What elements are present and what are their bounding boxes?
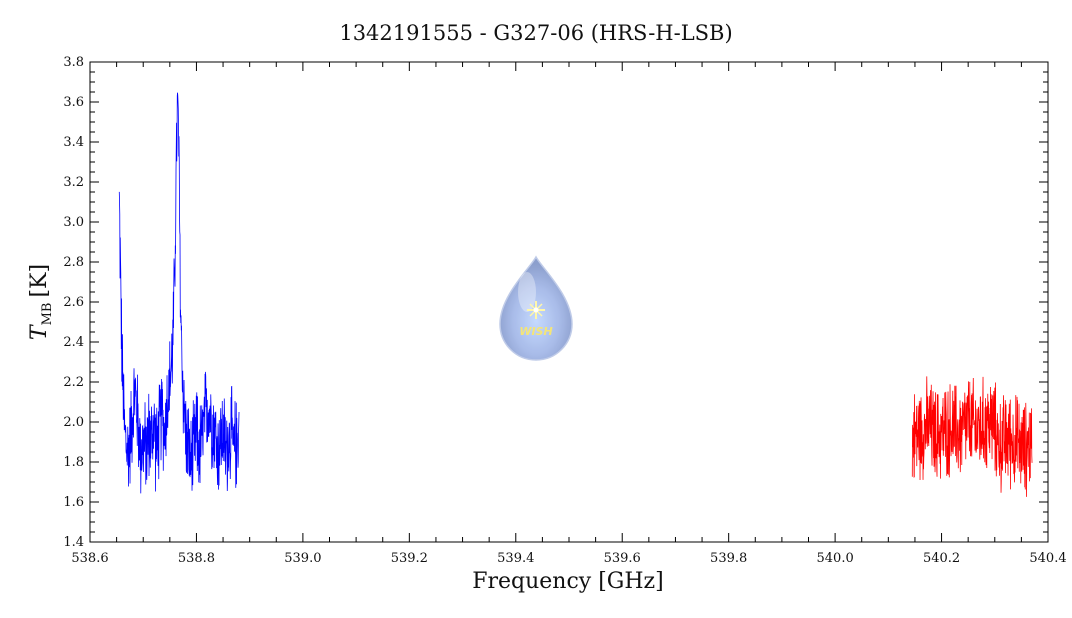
x-tick-label: 540.4 <box>1029 551 1066 566</box>
x-axis-ticks: 538.6 538.8 539.0 539.2 539.4 539.6 539.8 540.0… <box>71 62 1067 566</box>
y-tick-label: 1.8 <box>63 455 84 470</box>
y-tick-label: 1.6 <box>63 495 84 510</box>
x-tick-label: 539.0 <box>284 551 321 566</box>
y-axis-label-main: T <box>27 323 52 340</box>
y-tick-label: 2.8 <box>63 255 84 270</box>
x-tick-label: 539.8 <box>710 551 747 566</box>
y-tick-label: 3.4 <box>63 135 84 150</box>
y-tick-label: 3.2 <box>63 175 84 190</box>
wish-logo: WISH <box>499 255 573 361</box>
x-tick-label: 540.2 <box>923 551 960 566</box>
x-tick-label: 539.4 <box>497 551 534 566</box>
y-tick-label: 2.2 <box>63 375 84 390</box>
y-axis-ticks: 1.4 1.6 1.8 2.0 2.2 2.4 2.6 2.8 3.0 3.2 3.4 3.6 3.8 <box>63 55 1048 550</box>
y-axis-label-sub: MB <box>40 303 55 326</box>
spectrum-series-1 <box>118 92 240 494</box>
y-tick-label: 3.0 <box>63 215 84 230</box>
y-tick-label: 3.6 <box>63 95 84 110</box>
y-tick-label: 3.8 <box>63 55 84 70</box>
x-tick-label: 539.2 <box>391 551 428 566</box>
spectrum-series-2 <box>911 376 1033 497</box>
y-axis-label: TMB [K] <box>27 264 55 340</box>
y-tick-label: 2.6 <box>63 295 84 310</box>
x-tick-label: 538.8 <box>178 551 215 566</box>
y-axis-label-unit: [K] <box>27 264 52 298</box>
series-layer <box>118 92 1033 497</box>
chart-title: 1342191555 - G327-06 (HRS-H-LSB) <box>339 21 732 45</box>
wish-drop-highlight <box>518 272 536 312</box>
star-icon <box>527 301 545 319</box>
y-tick-label: 1.4 <box>63 535 84 550</box>
y-tick-label: 2.4 <box>63 335 84 350</box>
y-tick-label: 2.0 <box>63 415 84 430</box>
x-tick-label: 540.0 <box>817 551 854 566</box>
wish-label: WISH <box>519 325 552 338</box>
x-tick-label: 539.6 <box>604 551 641 566</box>
plot-frame <box>89 61 1049 543</box>
x-tick-label: 538.6 <box>71 551 108 566</box>
x-axis-label: Frequency [GHz] <box>472 569 664 594</box>
